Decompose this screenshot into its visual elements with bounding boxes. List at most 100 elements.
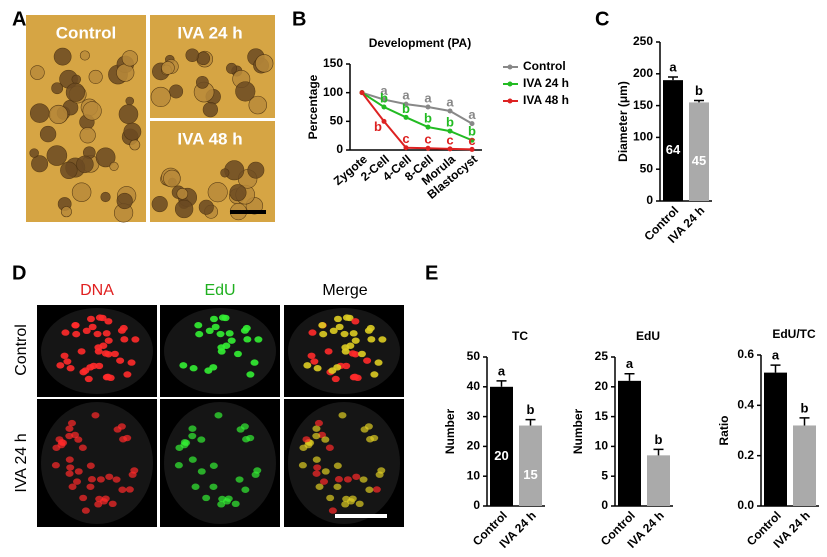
column-label: DNA: [80, 282, 114, 299]
nucleus: [365, 486, 374, 493]
significance-letter: b: [402, 101, 410, 116]
nucleus: [236, 426, 245, 433]
y-tick-label: 0.2: [737, 448, 754, 462]
significance-letter: a: [446, 94, 454, 109]
chart-title: Development (PA): [369, 36, 471, 50]
nucleus: [125, 486, 134, 493]
significance-letter: a: [424, 90, 432, 105]
column-label: Merge: [322, 282, 367, 299]
nucleus: [60, 352, 69, 359]
nucleus: [324, 348, 333, 355]
point: [447, 108, 453, 114]
embryo: [109, 161, 119, 172]
significance-letter: b: [695, 83, 703, 98]
nucleus: [86, 364, 95, 371]
embryo: [51, 82, 64, 95]
nucleus: [197, 436, 206, 443]
nucleus: [51, 462, 60, 469]
nucleus: [74, 436, 83, 443]
point: [469, 121, 475, 127]
nucleus: [342, 314, 351, 321]
nucleus: [333, 462, 342, 469]
nucleus: [188, 432, 197, 440]
nucleus: [189, 365, 198, 372]
nucleus: [188, 425, 197, 432]
nucleus: [65, 470, 74, 477]
nucleus: [86, 483, 95, 490]
nucleus: [57, 441, 66, 449]
nucleus: [251, 471, 260, 478]
nucleus: [360, 426, 369, 433]
nucleus: [128, 471, 137, 478]
row-label: Control: [13, 324, 30, 376]
embryo: [123, 122, 142, 141]
y-tick-label: 50: [330, 114, 344, 128]
nucleus: [375, 471, 384, 478]
y-tick-label: 15: [595, 409, 609, 423]
y-tick-label: 0.6: [737, 347, 754, 361]
nucleus: [222, 498, 231, 505]
nucleus: [102, 330, 111, 337]
significance-letter: b: [801, 400, 809, 415]
embryo: [195, 75, 209, 89]
legend-marker: [507, 64, 513, 70]
nucleus: [194, 322, 203, 329]
nucleus: [321, 436, 330, 443]
y-tick-label: 10: [467, 468, 481, 482]
legend-label: Control: [523, 59, 566, 73]
nucleus: [250, 359, 259, 366]
nucleus: [359, 476, 368, 483]
nucleus: [104, 337, 113, 344]
nucleus: [120, 336, 129, 343]
panel-label: B: [292, 8, 306, 30]
significance-letter: b: [655, 432, 663, 447]
nucleus: [341, 344, 350, 351]
nucleus: [333, 364, 342, 371]
point: [403, 101, 409, 107]
nucleus: [338, 412, 347, 419]
y-tick-label: 0: [473, 498, 480, 512]
nucleus: [352, 473, 361, 480]
embryo: [30, 65, 45, 80]
micrographs: [26, 15, 404, 527]
nucleus: [96, 476, 105, 483]
nucleus: [355, 500, 364, 508]
embryo: [79, 50, 90, 61]
nucleus: [233, 350, 242, 358]
embryo: [207, 182, 228, 203]
nucleus: [333, 315, 342, 323]
error-bar: [770, 364, 781, 373]
nucleus: [86, 315, 95, 323]
bar: [490, 386, 513, 506]
nucleus: [79, 494, 88, 502]
y-tick-label: 150: [633, 98, 653, 112]
significance-letter: a: [402, 88, 410, 103]
embryo: [196, 51, 211, 66]
nucleus: [104, 318, 113, 325]
nucleus: [102, 374, 111, 381]
nucleus: [73, 478, 82, 485]
significance-letter: b: [380, 90, 388, 105]
y-tick-label: 20: [467, 439, 481, 453]
point: [425, 104, 431, 110]
nucleus: [298, 462, 307, 469]
nucleus: [366, 324, 375, 332]
embryo: [65, 82, 86, 102]
embryo: [53, 47, 72, 66]
nucleus: [325, 444, 334, 451]
embryo: [220, 168, 230, 178]
nucleus: [63, 358, 72, 365]
embryo: [95, 147, 116, 168]
nucleus: [370, 434, 379, 442]
nucleus: [241, 486, 250, 493]
bar: [689, 102, 709, 201]
point: [359, 90, 365, 96]
point: [425, 124, 431, 130]
nucleus: [188, 456, 197, 463]
embryo-outline: [288, 402, 400, 524]
sample-size: 64: [666, 142, 681, 157]
image-label: IVA 48 h: [177, 129, 242, 148]
y-tick-label: 40: [467, 379, 481, 393]
